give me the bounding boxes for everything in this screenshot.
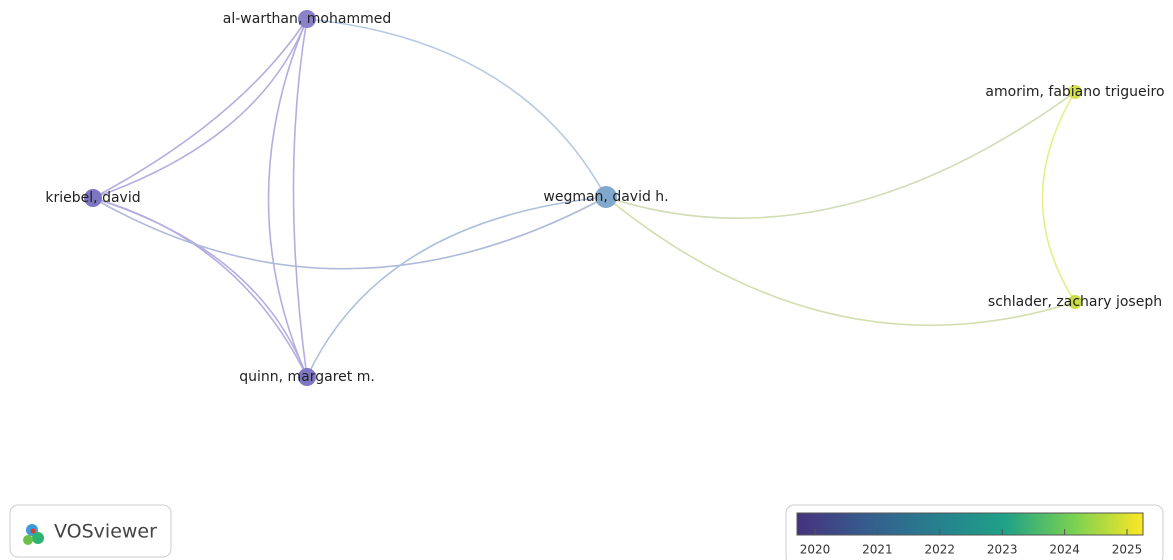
node [84, 189, 102, 207]
node-label: quinn, margaret m. [239, 369, 375, 385]
edge [605, 91, 1076, 219]
color-bar [796, 512, 1144, 536]
edge [306, 196, 607, 378]
edge [605, 196, 1076, 327]
color-ticks: 2020 2021 2022 2023 2024 2025 [800, 529, 1143, 557]
logo-icon [23, 524, 44, 545]
nodes: al-warthan, mohammed kriebel, david wegman… [45, 10, 1165, 386]
edge [92, 197, 308, 378]
node-label: wegman, david h. [543, 189, 668, 205]
node [1068, 85, 1082, 99]
edge [306, 18, 607, 198]
node [1068, 295, 1082, 309]
node [298, 368, 316, 386]
node-label: amorim, fabiano trigueiro [985, 84, 1164, 100]
tick-label: 2025 [1112, 543, 1143, 557]
node-label: schlader, zachary joseph [988, 294, 1162, 310]
tick-label: 2020 [800, 543, 831, 557]
tick-label: 2024 [1049, 543, 1080, 557]
node-label: kriebel, david [45, 190, 140, 206]
logo-box [9, 504, 172, 558]
edge [92, 196, 607, 270]
node-label: al-warthan, mohammed [223, 11, 391, 27]
edge [92, 197, 308, 378]
edge [92, 18, 308, 199]
edge [1041, 91, 1076, 303]
edge [92, 18, 308, 199]
edges [92, 18, 1076, 378]
node [595, 186, 617, 208]
edge [267, 18, 308, 378]
edge [292, 18, 308, 378]
tick-label: 2021 [862, 543, 893, 557]
logo-text: VOSviewer [54, 521, 157, 543]
tick-label: 2023 [987, 543, 1018, 557]
tick-label: 2022 [925, 543, 956, 557]
node [298, 10, 316, 28]
